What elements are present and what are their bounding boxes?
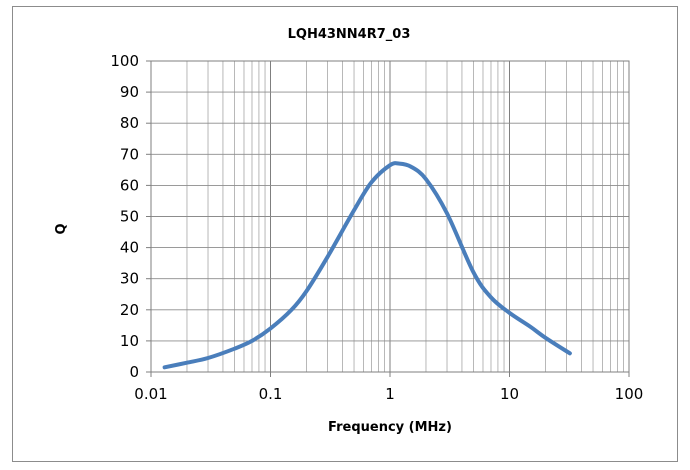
y-tick-label: 40 <box>120 239 139 257</box>
y-tick-label: 100 <box>110 52 139 70</box>
y-tick-label: 0 <box>129 363 139 381</box>
y-axis-title: Q <box>54 223 69 234</box>
x-axis-title: Frequency (MHz) <box>328 420 452 435</box>
x-tick-label: 10 <box>500 385 519 403</box>
q-vs-frequency-chart: LQH43NN4R7_03 0 10 20 30 40 50 60 70 80 90 100 0.0… <box>54 27 643 435</box>
chart-title: LQH43NN4R7_03 <box>288 27 411 42</box>
y-tick-label: 90 <box>120 83 139 101</box>
y-tick-label: 60 <box>120 176 139 194</box>
q-series-line <box>162 161 572 370</box>
x-tick-label: 0.01 <box>134 385 167 403</box>
y-tick-label: 70 <box>120 145 139 163</box>
y-axis-ticks: 0 10 20 30 40 50 60 70 80 90 100 <box>110 52 151 381</box>
x-tick-label: 1 <box>385 385 395 403</box>
y-tick-label: 80 <box>120 114 139 132</box>
y-tick-label: 50 <box>120 208 139 226</box>
x-axis-ticks: 0.01 0.1 1 10 100 <box>134 372 643 403</box>
y-tick-label: 10 <box>120 332 139 350</box>
chart-frame: LQH43NN4R7_03 0 10 20 30 40 50 60 70 80 90 100 0.0… <box>12 6 678 462</box>
y-tick-label: 20 <box>120 301 139 319</box>
y-tick-label: 30 <box>120 270 139 288</box>
x-tick-label: 0.1 <box>259 385 283 403</box>
series-layer <box>162 161 572 370</box>
x-tick-label: 100 <box>615 385 644 403</box>
grid-layer <box>150 60 630 373</box>
